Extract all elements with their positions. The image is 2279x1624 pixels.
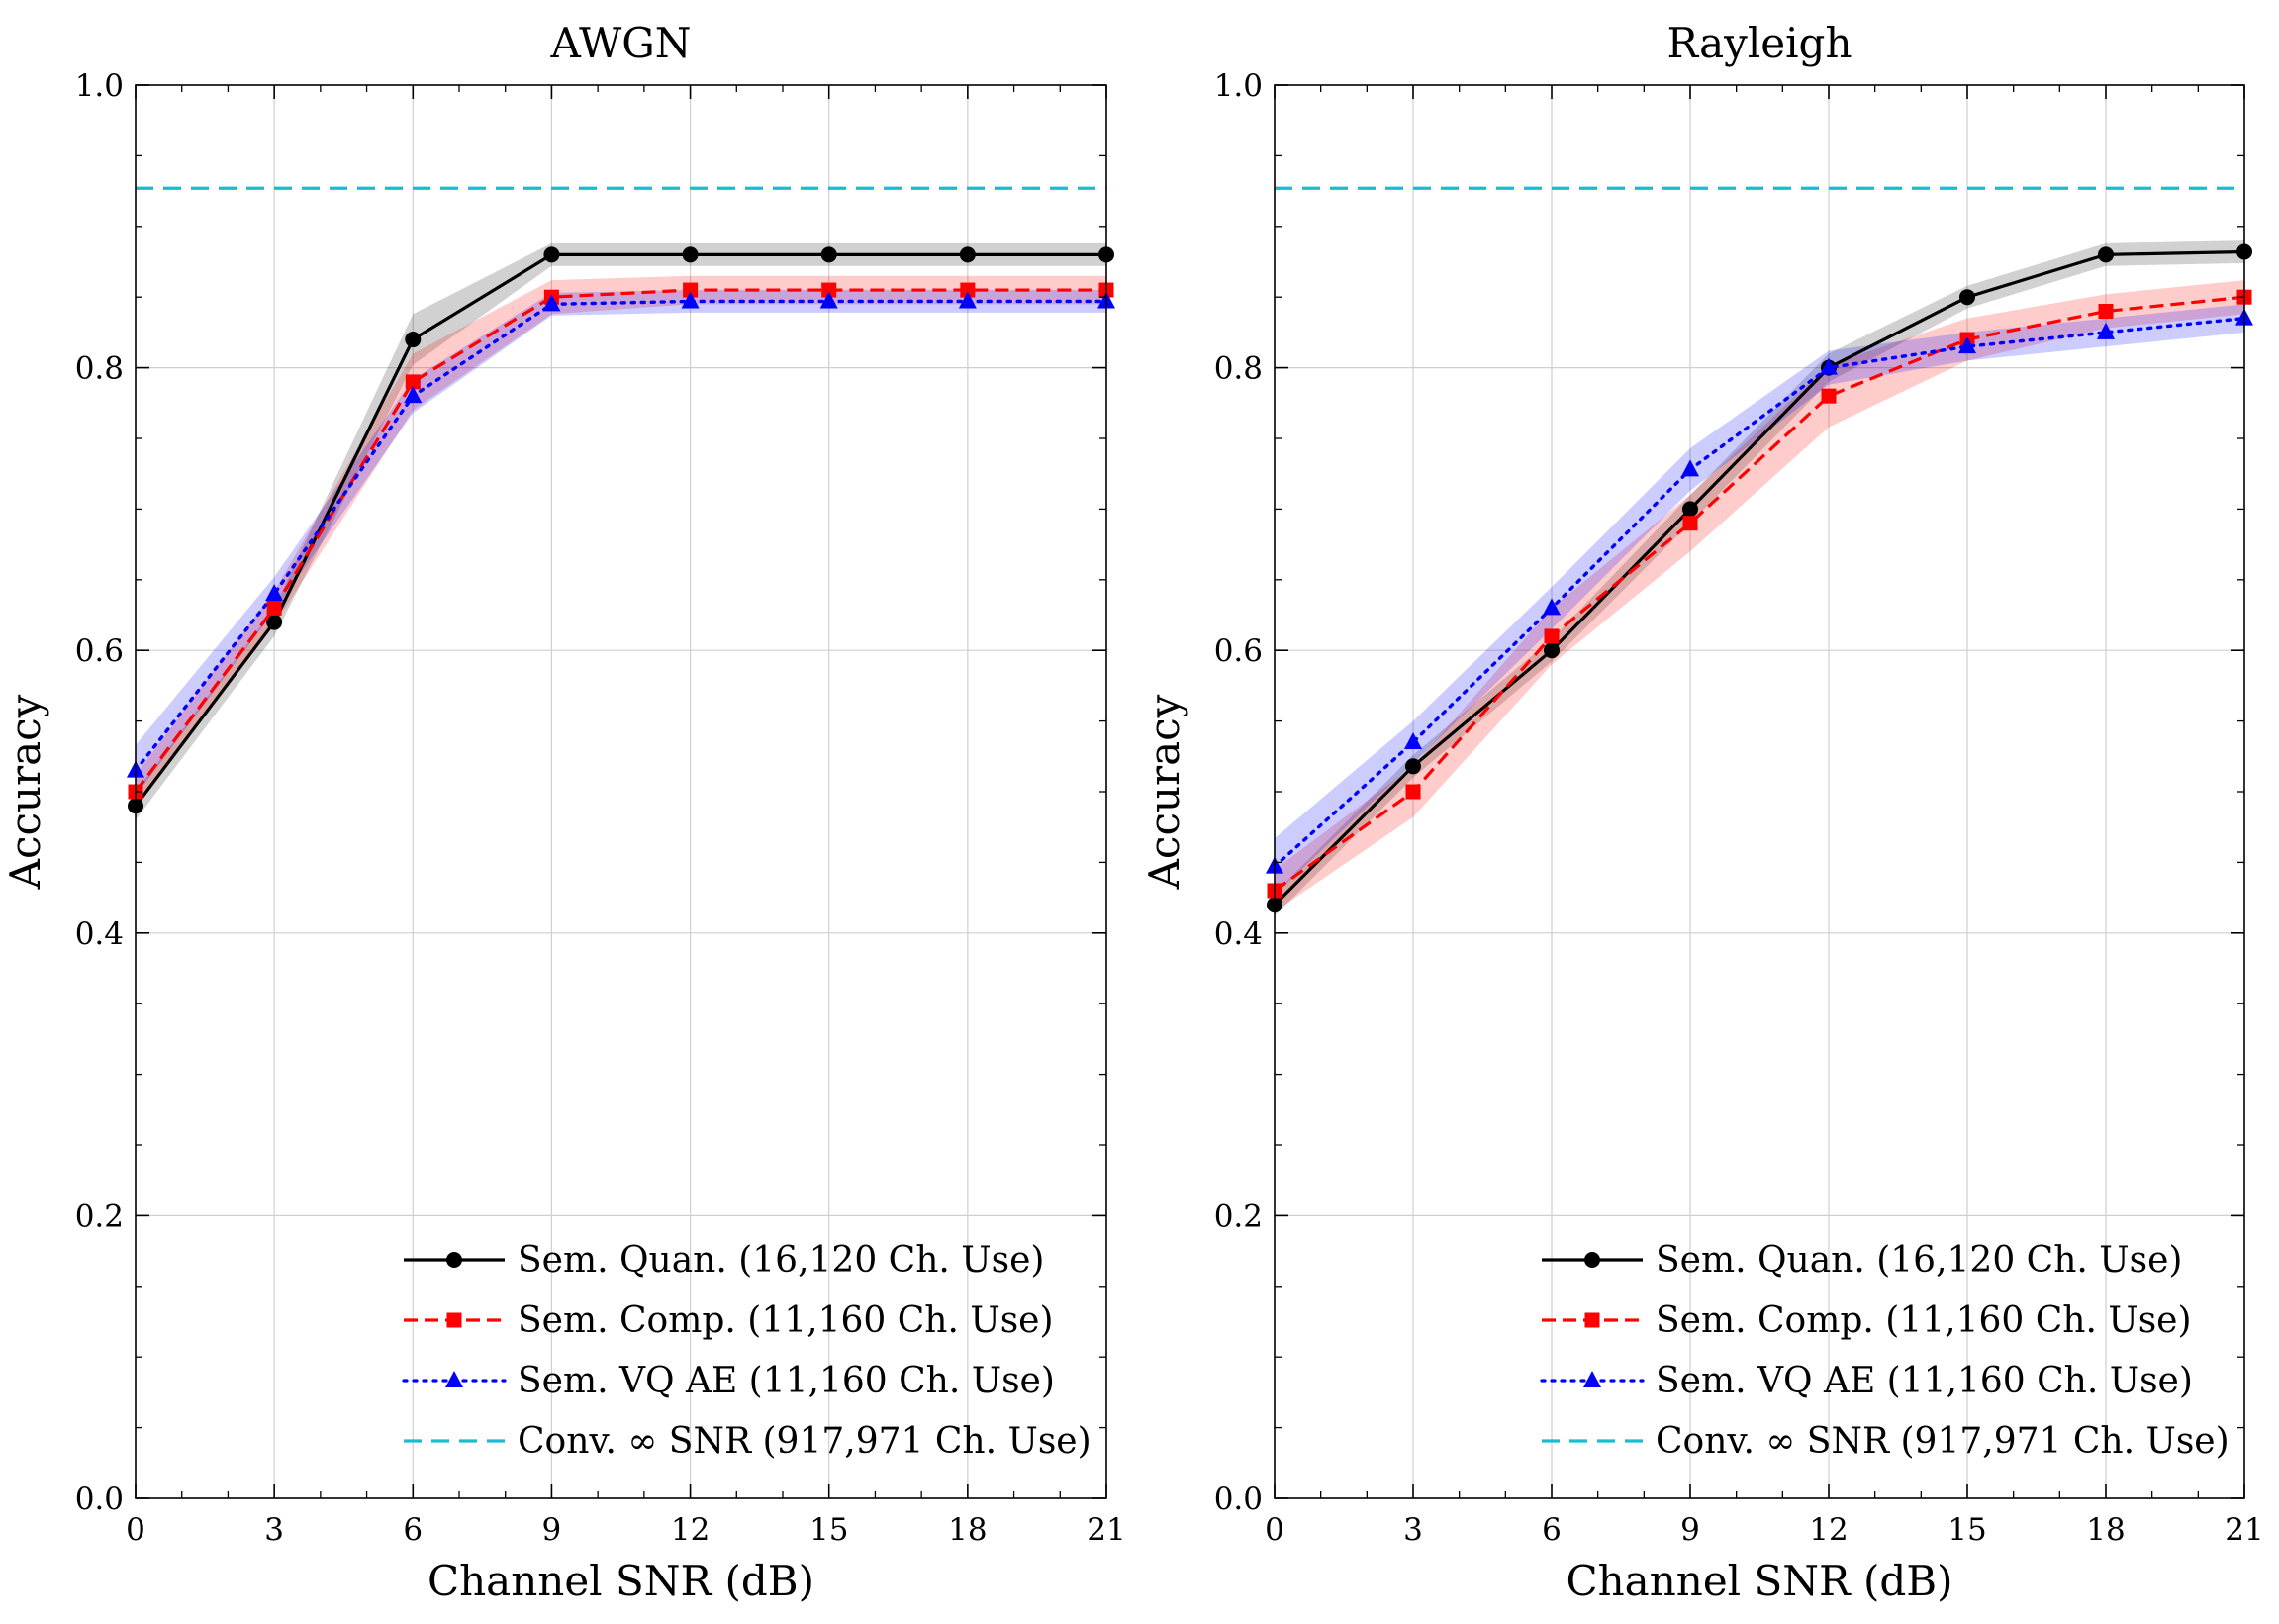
data-point bbox=[405, 332, 422, 348]
series-line bbox=[134, 252, 1106, 808]
confidence-band bbox=[136, 242, 1106, 820]
data-point bbox=[2098, 246, 2114, 263]
legend-label: Sem. VQ AE (11,160 Ch. Use) bbox=[518, 1361, 1055, 1401]
data-point bbox=[265, 584, 284, 602]
x-tick-label: 6 bbox=[1542, 1512, 1562, 1548]
data-point bbox=[959, 246, 976, 263]
data-point bbox=[2097, 322, 2115, 339]
legend-marker bbox=[1583, 1371, 1601, 1387]
series-line bbox=[134, 288, 1106, 793]
data-point bbox=[1682, 501, 1698, 518]
confidence-band bbox=[1275, 304, 2244, 896]
confidence-band bbox=[136, 275, 1106, 810]
y-tick-label: 0.8 bbox=[1214, 351, 1263, 387]
data-point bbox=[1958, 336, 1976, 354]
x-tick-label: 9 bbox=[542, 1512, 562, 1548]
y-tick-label: 0.8 bbox=[75, 351, 124, 387]
y-tick-label: 0.0 bbox=[1214, 1481, 1263, 1517]
data-point bbox=[958, 291, 977, 309]
x-tick-label: 0 bbox=[1265, 1512, 1284, 1548]
y-tick-label: 1.0 bbox=[1214, 68, 1263, 104]
y-tick-label: 0.2 bbox=[1214, 1198, 1263, 1234]
legend: Sem. Quan. (16,120 Ch. Use) Sem. Comp. (1… bbox=[402, 1240, 1092, 1462]
data-point bbox=[405, 374, 421, 390]
x-tick-label: 3 bbox=[1403, 1512, 1423, 1548]
x-axis-label: Channel SNR (dB) bbox=[427, 1557, 814, 1605]
y-tick-label: 0.6 bbox=[75, 633, 124, 669]
data-point bbox=[821, 282, 837, 298]
data-point bbox=[1405, 758, 1421, 775]
chart-title: Rayleigh bbox=[1666, 19, 1852, 67]
legend-marker bbox=[446, 1312, 462, 1328]
data-point bbox=[960, 282, 976, 298]
x-tick-label: 3 bbox=[264, 1512, 284, 1548]
chart-title: AWGN bbox=[549, 19, 691, 67]
confidence-band bbox=[136, 290, 1106, 797]
y-tick-label: 0.4 bbox=[1214, 916, 1263, 952]
y-tick-label: 0.0 bbox=[75, 1481, 124, 1517]
series-line bbox=[134, 299, 1108, 773]
y-tick-label: 1.0 bbox=[75, 68, 124, 104]
y-axis-label: Accuracy bbox=[1, 694, 49, 890]
data-point bbox=[1404, 732, 1422, 750]
x-tick-label: 15 bbox=[809, 1512, 848, 1548]
x-tick-label: 21 bbox=[2225, 1512, 2263, 1548]
x-tick-label: 12 bbox=[1809, 1512, 1848, 1548]
data-point bbox=[543, 246, 560, 263]
y-tick-label: 0.4 bbox=[75, 916, 124, 952]
data-point bbox=[1544, 628, 1560, 644]
chart-panel-awgn: 0 3 6 9 12 15 18 21 0.0 0.2 0.4 0.6 0.8 1.0 AWGN Channe… bbox=[1, 19, 1126, 1605]
data-point bbox=[681, 291, 700, 309]
data-point bbox=[1405, 784, 1421, 800]
data-point bbox=[1821, 388, 1837, 404]
data-point bbox=[542, 294, 561, 312]
data-point bbox=[1544, 642, 1560, 659]
data-point bbox=[266, 600, 282, 616]
data-point bbox=[820, 246, 837, 263]
series-line bbox=[1273, 316, 2246, 869]
x-tick-label: 15 bbox=[1947, 1512, 1986, 1548]
x-tick-label: 9 bbox=[1680, 1512, 1700, 1548]
y-tick-label: 0.2 bbox=[75, 1198, 124, 1234]
confidence-band bbox=[1275, 280, 2244, 912]
legend-marker bbox=[446, 1252, 462, 1268]
legend-label: Sem. Comp. (11,160 Ch. Use) bbox=[518, 1300, 1054, 1341]
data-point bbox=[2098, 303, 2114, 319]
x-tick-label: 18 bbox=[948, 1512, 987, 1548]
legend-marker bbox=[445, 1371, 463, 1387]
data-point bbox=[1543, 598, 1561, 616]
data-point bbox=[683, 282, 699, 298]
data-point bbox=[266, 614, 283, 630]
data-point bbox=[404, 386, 423, 404]
chart-panel-rayleigh: 0 3 6 9 12 15 18 21 0.0 0.2 0.4 0.6 0.8 1.0 Rayleigh Ch… bbox=[1140, 19, 2264, 1605]
legend: Sem. Quan. (16,120 Ch. Use) Sem. Comp. (1… bbox=[1540, 1240, 2230, 1462]
data-point bbox=[682, 246, 699, 263]
series-line bbox=[1273, 249, 2245, 907]
legend-label: Sem. VQ AE (11,160 Ch. Use) bbox=[1656, 1361, 2193, 1401]
legend-label: Conv. ∞ SNR (917,971 Ch. Use) bbox=[1656, 1421, 2230, 1462]
y-axis-label: Accuracy bbox=[1140, 694, 1188, 890]
x-tick-label: 12 bbox=[671, 1512, 710, 1548]
data-point bbox=[1820, 357, 1838, 375]
legend-label: Conv. ∞ SNR (917,971 Ch. Use) bbox=[518, 1421, 1092, 1462]
data-point bbox=[1959, 289, 1975, 306]
legend-label: Sem. Quan. (16,120 Ch. Use) bbox=[1656, 1240, 2182, 1281]
legend-label: Sem. Comp. (11,160 Ch. Use) bbox=[1656, 1300, 2192, 1341]
x-axis-label: Channel SNR (dB) bbox=[1567, 1557, 1953, 1605]
x-tick-label: 18 bbox=[2086, 1512, 2125, 1548]
y-tick-label: 0.6 bbox=[1214, 633, 1263, 669]
x-tick-label: 21 bbox=[1087, 1512, 1125, 1548]
legend-marker bbox=[1584, 1252, 1600, 1268]
legend-label: Sem. Quan. (16,120 Ch. Use) bbox=[518, 1240, 1044, 1281]
x-tick-label: 0 bbox=[126, 1512, 145, 1548]
data-point bbox=[819, 291, 838, 309]
data-point bbox=[1681, 459, 1699, 477]
series-line bbox=[1274, 295, 2245, 893]
data-point bbox=[1682, 516, 1698, 531]
legend-marker bbox=[1584, 1312, 1600, 1328]
x-tick-label: 6 bbox=[403, 1512, 423, 1548]
